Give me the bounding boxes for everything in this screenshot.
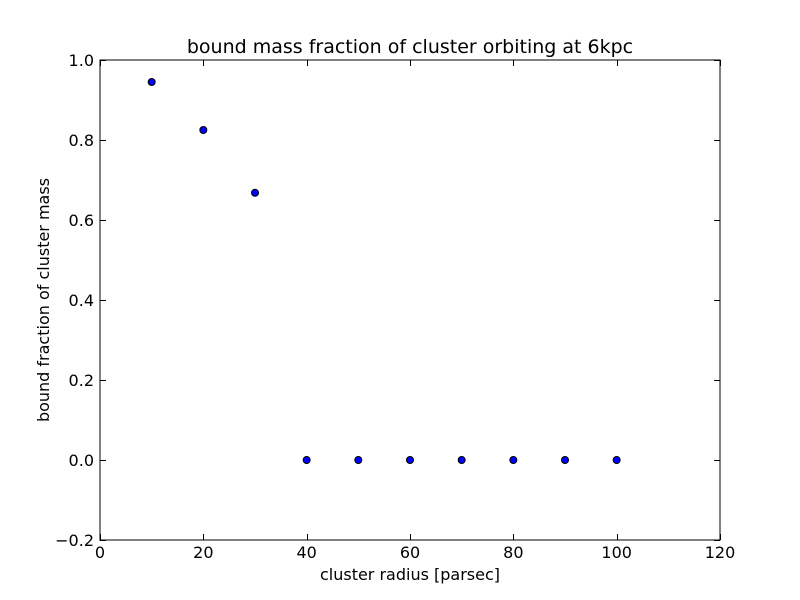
scatter-point bbox=[612, 456, 621, 464]
y-tick-label: 0.2 bbox=[69, 371, 94, 390]
chart-title: bound mass fraction of cluster orbiting … bbox=[187, 36, 633, 58]
scatter-point bbox=[457, 456, 466, 464]
scatter-point bbox=[199, 126, 208, 134]
x-tick-label: 120 bbox=[705, 543, 736, 562]
plot-frame bbox=[99, 59, 721, 541]
scatter-point bbox=[509, 456, 518, 464]
x-tick-label: 100 bbox=[601, 543, 632, 562]
y-tick-label: −0.2 bbox=[55, 531, 94, 550]
y-axis-label: bound fraction of cluster mass bbox=[34, 178, 53, 422]
y-tick-label: 1.0 bbox=[69, 51, 94, 70]
y-tick-label: 0.8 bbox=[69, 131, 94, 150]
scatter-point bbox=[406, 456, 414, 464]
y-tick-label: 0.0 bbox=[69, 451, 94, 470]
scatter-point bbox=[251, 188, 259, 197]
x-tick-label: 80 bbox=[503, 543, 523, 562]
x-tick-label: 20 bbox=[193, 543, 213, 562]
y-tick-label: 0.6 bbox=[69, 211, 94, 230]
scatter-point bbox=[561, 456, 569, 464]
scatter-point bbox=[147, 78, 156, 86]
x-tick-label: 0 bbox=[95, 543, 105, 562]
scatter-point bbox=[354, 456, 363, 464]
x-axis-label: cluster radius [parsec] bbox=[320, 565, 500, 584]
x-tick-label: 60 bbox=[400, 543, 420, 562]
scatter-point bbox=[302, 456, 311, 464]
tick-labels: 0 20 40 60 80 100 120 −0.2 0.0 0.2 0.4 0.6 0.8 1.0 bbox=[55, 51, 735, 562]
x-tick-label: 40 bbox=[296, 543, 316, 562]
y-tick-label: 0.4 bbox=[69, 291, 94, 310]
data-points bbox=[147, 78, 621, 464]
